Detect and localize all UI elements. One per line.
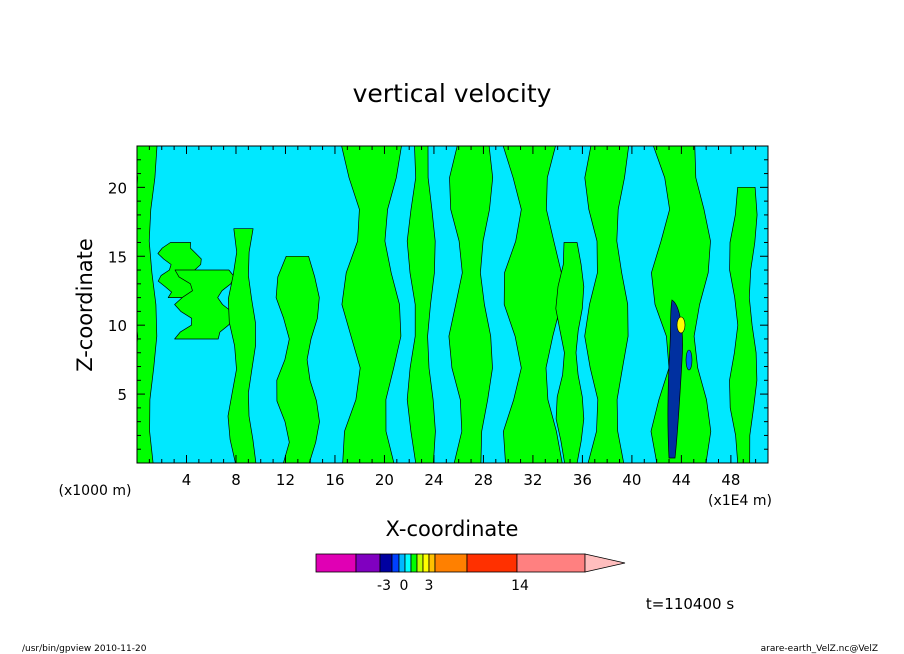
positive-region [137, 146, 158, 463]
colorbar: -3 0 3 14 [315, 553, 626, 594]
x-tick-label: 32 [523, 471, 542, 489]
x-axis: 4 8 12 16 20 24 28 32 36 40 44 48 [148, 146, 757, 489]
footer-left: /usr/bin/gpview 2010-11-20 [22, 644, 147, 654]
colorbar-tick-label: 3 [425, 578, 434, 594]
footer-right: arare-earth_VelZ.nc@VelZ [761, 644, 878, 654]
x-tick-label: 20 [375, 471, 394, 489]
updraft-side [685, 349, 693, 371]
positive-region [729, 186, 758, 463]
positive-region [227, 228, 257, 463]
x-tick-label: 36 [573, 471, 592, 489]
colorbar-cell [466, 553, 518, 573]
plot-area [137, 146, 768, 463]
x-unit-right: (x1E4 m) [708, 493, 772, 509]
positive-region [502, 146, 563, 463]
colorbar-cell [434, 553, 468, 573]
strong-updraft-core [667, 299, 683, 459]
positive-region [448, 146, 494, 463]
contour-regions-positive [137, 146, 758, 463]
x-tick-label: 16 [325, 471, 344, 489]
positive-region [650, 146, 712, 463]
colorbar-cell [398, 553, 406, 573]
x-tick-label: 4 [182, 471, 192, 489]
x-tick-label: 48 [721, 471, 740, 489]
positive-region [341, 146, 402, 463]
y-tick-label: 15 [108, 248, 127, 266]
x-tick-label: 12 [276, 471, 295, 489]
chart-title: vertical velocity [353, 79, 552, 108]
y-tick-label: 10 [108, 317, 127, 335]
colorbar-cell [422, 553, 430, 573]
x-axis-label: X-coordinate [386, 517, 519, 541]
colorbar-cell [404, 553, 412, 573]
x-tick-label: 24 [424, 471, 443, 489]
positive-region [275, 255, 320, 463]
x-tick-label: 8 [231, 471, 241, 489]
y-tick-label: 5 [117, 386, 127, 404]
positive-region [555, 242, 585, 463]
x-tick-label: 44 [672, 471, 691, 489]
colorbar-cell [416, 553, 424, 573]
y-axis-label: Z-coordinate [73, 238, 97, 372]
updraft-max [676, 316, 686, 334]
time-label: t=110400 s [646, 595, 734, 613]
y-tick-label: 20 [108, 179, 127, 197]
positive-region [584, 146, 630, 463]
colorbar-cell [355, 553, 381, 573]
x-tick-label: 28 [474, 471, 493, 489]
colorbar-tick-label: 14 [511, 578, 529, 594]
colorbar-cell [391, 553, 400, 573]
x-tick-label: 40 [622, 471, 641, 489]
plot-frame [136, 145, 769, 464]
colorbar-cell [315, 553, 357, 573]
positive-region [406, 146, 436, 463]
x-unit-left: (x1000 m) [59, 483, 132, 499]
y-axis: 5 10 15 20 [108, 159, 768, 450]
colorbar-cell [516, 553, 586, 573]
colorbar-cell [428, 553, 436, 573]
colorbar-cell [379, 553, 393, 573]
colorbar-tick-label: 0 [400, 578, 409, 594]
colorbar-extend-arrow [584, 553, 626, 573]
colorbar-tick-label: -3 [377, 578, 391, 594]
colorbar-cell [410, 553, 418, 573]
extreme-feature [667, 299, 693, 459]
positive-region [174, 269, 235, 340]
